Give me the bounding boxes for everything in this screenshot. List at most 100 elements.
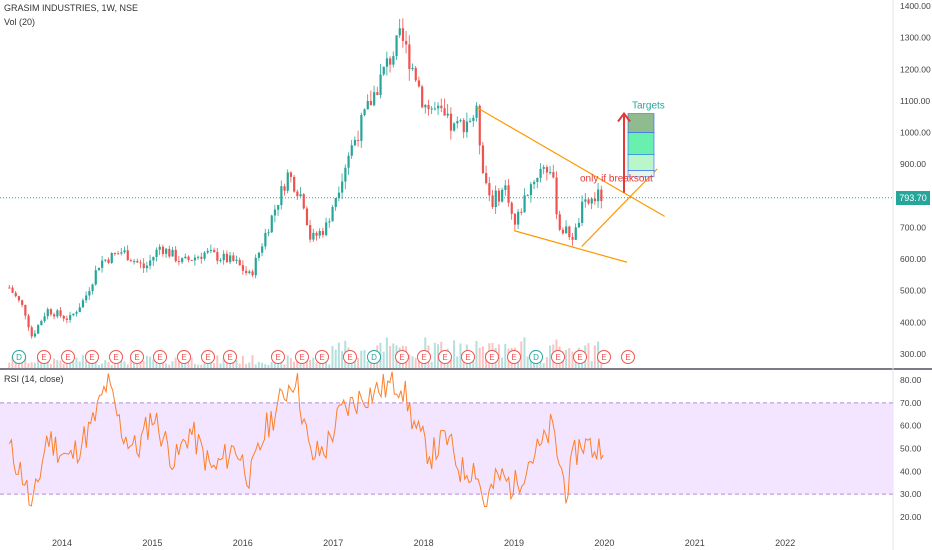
volume-bar [267,364,270,368]
candle-body [107,259,110,263]
breakout-label: only if breaksout [580,174,653,185]
candle-body [565,226,568,234]
time-tick: 2015 [142,538,162,548]
candle-body [286,172,289,191]
volume-bar [193,363,196,368]
volume-bar [549,345,552,368]
volume-bar [526,356,529,368]
candle-body [219,260,222,262]
earnings-marker [621,350,635,364]
price-tick: 700.00 [900,222,926,232]
volume-bar [411,356,414,368]
volume-bar [27,363,30,368]
volume-bar [37,357,40,368]
volume-bar [369,360,372,368]
volume-bar [254,364,257,368]
marker-label: E [465,353,470,362]
candle-body [347,155,350,168]
candle-body [427,104,430,110]
volume-bar [53,358,56,368]
candle-body [136,260,139,263]
candle-body [328,221,331,223]
volume-bar [520,341,523,368]
volume-bar [539,357,542,368]
candle-body [517,211,520,225]
candle-body [299,194,302,197]
marker-label: E [157,353,162,362]
volume-bar [360,350,363,368]
volume-bar [366,361,369,368]
candle-body [593,198,597,202]
candle-body [549,172,552,174]
candle-body [302,194,305,209]
marker-label: E [205,353,210,362]
candle-body [139,262,142,264]
candle-body [513,213,517,225]
candle-body [33,333,37,337]
earnings-marker [130,350,144,364]
candle-body [590,198,593,204]
volume-bar [501,357,504,368]
target-box [627,113,655,133]
candle-body [110,253,113,263]
marker-label: E [65,353,70,362]
volume-bar [213,362,216,368]
volume-bar [174,357,177,368]
volume-bar [257,361,260,368]
volume-bar [475,340,478,368]
earnings-marker [315,350,329,364]
candle-body [155,249,158,257]
candle-body [363,109,366,116]
volume-bar [222,357,225,368]
candle-body [267,232,270,234]
candle-body [462,120,465,133]
volume-bar [568,348,571,368]
volume-bar [305,360,308,368]
candle-body [523,195,526,213]
candle-body [161,246,165,254]
candle-body [245,270,248,273]
volume-bar [478,347,481,368]
volume-bar [238,363,241,368]
price-tick: 400.00 [900,317,926,327]
candle-body [81,300,85,308]
rsi-tick: 40.00 [900,466,922,476]
volume-bar [312,357,315,368]
marker-label: E [399,353,404,362]
candle-body [520,211,523,213]
candle-body [222,253,225,261]
candle-body [469,120,472,122]
candle-body [225,253,229,263]
symbol-title: GRASIM INDUSTRIES, 1W, NSE [4,3,139,13]
marker-label: E [625,353,630,362]
volume-bar [219,363,222,368]
volume-bar [449,359,452,368]
candle-body [277,205,280,210]
candle-body [238,259,241,266]
candle-body [120,252,123,254]
volume-bar [72,361,75,368]
rsi-tick: 60.00 [900,421,922,431]
volume-bar [341,351,344,368]
volume-bar [261,362,264,368]
time-tick: 2022 [775,538,795,548]
candle-body [104,259,107,261]
candle-body [168,248,171,257]
candle-body [200,256,203,259]
candle-body [417,80,421,87]
candle-body [587,199,590,204]
volume-bar [571,351,574,368]
volume-bar [283,364,286,368]
candle-body [600,189,603,202]
candle-body [337,192,341,198]
volume-bar [181,360,184,368]
rsi-title: RSI (14, close) [4,374,64,384]
volume-bar [187,359,190,368]
candle-body [510,202,513,214]
earnings-marker [417,350,431,364]
marker-label: E [134,353,139,362]
volume-bar [145,355,148,368]
candle-body [14,292,17,297]
volume-bar [152,359,155,368]
